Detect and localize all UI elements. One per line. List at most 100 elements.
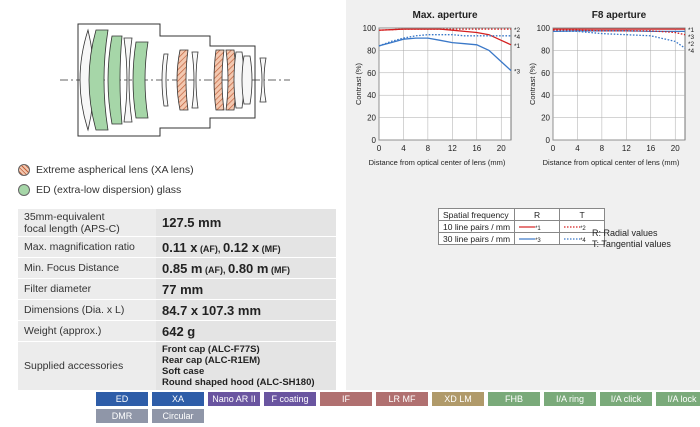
spec-value: 0.85 m (AF), 0.80 m (MF)	[156, 257, 336, 279]
x-axis-label: Distance from optical center of lens (mm…	[369, 158, 506, 167]
spec-value: 0.11 x (AF), 0.12 x (MF)	[156, 236, 336, 258]
x-tick-label: 8	[426, 144, 431, 153]
sf-r-key: *3	[514, 232, 561, 245]
accessory-item: Front cap (ALC-F77S)	[162, 343, 260, 355]
spec-row-dimensions: Dimensions (Dia. x L) 84.7 x 107.3 mm	[18, 299, 336, 321]
mtf-chart-max-aperture: Max. aperture 0 4 8 12 16 20 0 20 40 60 80 100 Distan…	[354, 10, 521, 167]
legend-red-dotted-icon	[564, 225, 581, 228]
sf-r-marker: *1	[535, 225, 541, 232]
ed-glass-swatch-icon	[18, 184, 30, 196]
spec-value: 642 g	[156, 320, 336, 342]
feature-badge: Circular	[152, 409, 204, 423]
y-tick-label: 60	[541, 69, 550, 78]
series-end-label: *1	[688, 27, 695, 34]
sf-row: 10 line pairs / mm *1 *2	[437, 220, 606, 233]
spec-row-magnification: Max. magnification ratio 0.11 x (AF), 0.…	[18, 236, 336, 258]
spec-value-note: (MF)	[259, 243, 281, 254]
y-tick-label: 40	[541, 91, 550, 100]
x-tick-label: 20	[671, 144, 680, 153]
spec-label-line: 35mm-equivalent	[24, 210, 105, 223]
spec-label: Weight (approx.)	[18, 320, 156, 342]
spec-row-filter: Filter diameter 77 mm	[18, 278, 336, 300]
tangential-note: T: Tangential values	[592, 239, 671, 249]
spec-label-line: focal length (APS-C)	[24, 222, 120, 235]
sf-header-cell: Spatial frequency	[437, 208, 516, 221]
series-end-label: *4	[514, 34, 521, 41]
sf-t-key: *4	[559, 232, 606, 245]
series-end-label: *2	[514, 27, 521, 34]
series-line	[553, 29, 686, 36]
y-tick-label: 0	[546, 136, 551, 145]
chart-title: Max. aperture	[412, 10, 477, 21]
feature-badge: F coating	[264, 392, 316, 406]
feature-badge: XD LM	[432, 392, 484, 406]
feature-badge: I/A click	[600, 392, 652, 406]
sf-row-label: 30 line pairs / mm	[437, 232, 516, 245]
sf-t-marker: *2	[580, 225, 586, 232]
feature-badge: I/A ring	[544, 392, 596, 406]
x-tick-label: 12	[622, 144, 631, 153]
y-tick-label: 60	[367, 69, 376, 78]
spec-row-weight: Weight (approx.) 642 g	[18, 320, 336, 342]
series-end-label: *1	[514, 43, 521, 50]
spec-label: Min. Focus Distance	[18, 257, 156, 279]
x-axis-label: Distance from optical center of lens (mm…	[543, 158, 680, 167]
accessory-item: Round shaped hood (ALC-SH180)	[162, 376, 315, 388]
spec-label: Filter diameter	[18, 278, 156, 300]
x-tick-label: 0	[377, 144, 382, 153]
legend-blue-solid-icon	[519, 237, 536, 240]
sf-header-cell: T	[559, 208, 606, 221]
y-tick-label: 20	[367, 114, 376, 123]
y-tick-label: 0	[372, 136, 377, 145]
sf-row: 30 line pairs / mm *3 *4	[437, 232, 606, 245]
spec-value: Front cap (ALC-F77S) Rear cap (ALC-R1EM)…	[156, 341, 336, 390]
series-line	[378, 37, 512, 72]
spec-row-min-focus: Min. Focus Distance 0.85 m (AF), 0.80 m …	[18, 257, 336, 279]
series-end-label: *4	[688, 48, 695, 55]
legend-ed: ED (extra-low dispersion) glass	[18, 184, 181, 196]
xa-lens-swatch-icon	[18, 164, 30, 176]
spec-value: 84.7 x 107.3 mm	[156, 299, 336, 321]
feature-badge: FHB	[488, 392, 540, 406]
spec-value-part: 0.12 x	[222, 239, 260, 255]
y-axis-label: Contrast (%)	[354, 62, 363, 105]
spec-label: 35mm-equivalent focal length (APS-C)	[18, 208, 156, 237]
feature-badge: IF	[320, 392, 372, 406]
radial-note: R: Radial values	[592, 228, 658, 238]
x-tick-label: 0	[551, 144, 556, 153]
spec-value-note: (AF),	[202, 264, 228, 275]
legend-red-solid-icon	[519, 225, 536, 228]
legend-ed-label: ED (extra-low dispersion) glass	[36, 184, 182, 196]
series-end-label: *3	[688, 34, 695, 41]
feature-badge: DMR	[96, 409, 148, 423]
spec-label: Supplied accessories	[18, 341, 156, 390]
chart-title: F8 aperture	[592, 10, 647, 21]
mtf-chart-f8-aperture: F8 aperture 0 4 8 12 16 20 0 20 40 60 80 100 Distance…	[528, 10, 695, 167]
sf-row-label: 10 line pairs / mm	[437, 220, 516, 233]
series-end-label: *3	[514, 69, 521, 76]
sf-r-marker: *3	[535, 237, 541, 244]
y-tick-label: 100	[537, 24, 551, 33]
legend-blue-dotted-icon	[564, 237, 581, 240]
feature-badge: ED	[96, 392, 148, 406]
x-tick-label: 4	[575, 144, 580, 153]
plot-area	[378, 27, 512, 141]
sf-header-cell: R	[514, 208, 561, 221]
sf-t-marker: *4	[580, 237, 586, 244]
feature-badge: LR MF	[376, 392, 428, 406]
legend-xa: Extreme aspherical lens (XA lens)	[18, 164, 194, 176]
spec-label: Max. magnification ratio	[18, 236, 156, 258]
sf-header-row: Spatial frequency R T	[437, 208, 606, 221]
accessory-item: Rear cap (ALC-R1EM)	[162, 354, 261, 366]
sf-r-key: *1	[514, 220, 561, 233]
spec-value: 77 mm	[156, 278, 336, 300]
spec-table: 35mm-equivalent focal length (APS-C) 127…	[18, 208, 336, 390]
spec-value: 127.5 mm	[156, 208, 336, 237]
x-tick-label: 20	[497, 144, 506, 153]
y-tick-label: 20	[541, 114, 550, 123]
y-tick-label: 40	[367, 91, 376, 100]
series-line	[378, 34, 511, 47]
spec-value-note: (MF)	[268, 264, 290, 275]
spec-row-accessories: Supplied accessories Front cap (ALC-F77S…	[18, 341, 336, 390]
feature-badge: Nano AR II	[208, 392, 260, 406]
